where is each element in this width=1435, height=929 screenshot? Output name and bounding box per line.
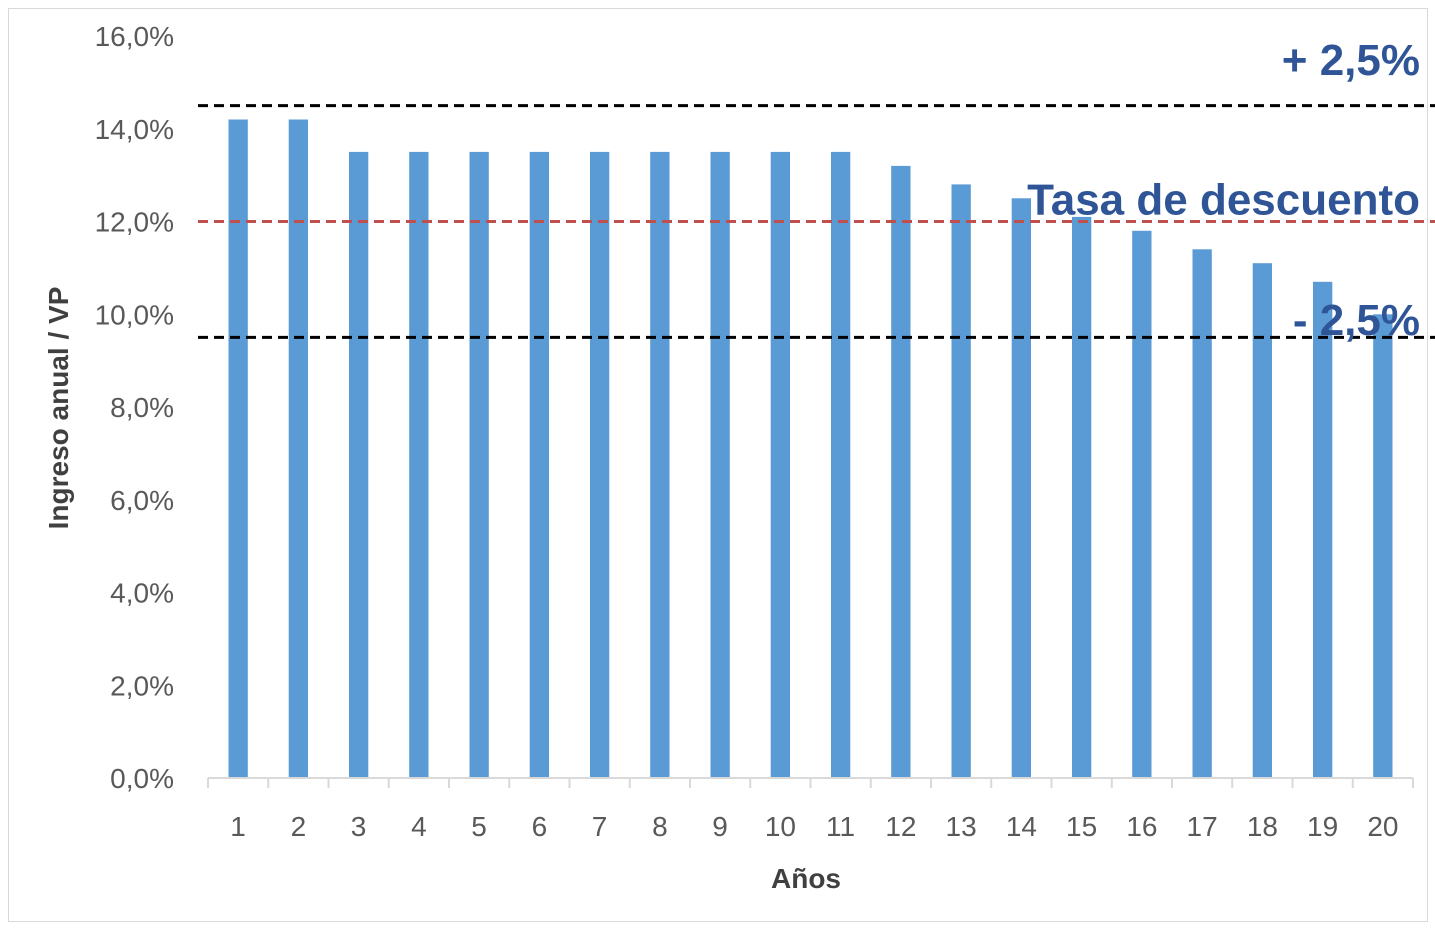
x-tick-label: 9 — [712, 811, 728, 842]
y-tick-label: 14,0% — [95, 114, 174, 145]
x-tick-label: 5 — [471, 811, 487, 842]
bar-17 — [1192, 249, 1212, 779]
bar-13 — [951, 184, 971, 778]
annotations: + 2,5% Tasa de descuento - 2,5% — [1027, 36, 1420, 345]
bar-9 — [710, 151, 730, 778]
annotation-3: - 2,5% — [1293, 296, 1420, 345]
x-tick-label: 10 — [765, 811, 796, 842]
x-tick-label: 13 — [946, 811, 977, 842]
y-tick-label: 12,0% — [95, 207, 174, 238]
y-tick-label: 6,0% — [110, 485, 174, 516]
axes — [207, 777, 1414, 788]
x-tick-label: 6 — [532, 811, 548, 842]
x-axis-title: Años — [771, 863, 841, 894]
y-tick-label: 2,0% — [110, 670, 174, 701]
bar-6 — [529, 151, 549, 778]
bar-15 — [1072, 216, 1092, 778]
bar-3 — [349, 151, 369, 778]
bar-2 — [288, 119, 308, 778]
bar-14 — [1011, 198, 1031, 779]
x-tick-label: 1 — [230, 811, 246, 842]
y-tick-labels: 0,0% 2,0% 4,0% 6,0% 8,0% 10,0% 12,0% 14,0% 16,0% — [95, 21, 174, 794]
bar-4 — [409, 151, 429, 778]
bar-7 — [590, 151, 610, 778]
bar-18 — [1252, 263, 1272, 778]
bar-8 — [650, 151, 670, 778]
bar-1 — [228, 119, 248, 778]
bar-19 — [1313, 281, 1333, 778]
y-tick-label: 10,0% — [95, 299, 174, 330]
x-tick-label: 14 — [1006, 811, 1037, 842]
y-tick-label: 16,0% — [95, 21, 174, 52]
bar-series — [228, 119, 1393, 779]
x-tick-label: 2 — [291, 811, 307, 842]
x-tick-label: 16 — [1126, 811, 1157, 842]
chart-frame — [8, 8, 1428, 922]
x-tick-label: 20 — [1367, 811, 1398, 842]
x-tick-label: 12 — [885, 811, 916, 842]
bar-5 — [469, 151, 489, 778]
y-tick-label: 8,0% — [110, 392, 174, 423]
x-tick-label: 17 — [1187, 811, 1218, 842]
bar-16 — [1132, 230, 1152, 779]
x-tick-labels: 1 2 3 4 5 6 7 8 9 10 11 12 13 14 15 16 17 18 19 20 — [230, 811, 1398, 842]
x-tick-label: 18 — [1247, 811, 1278, 842]
bar-20 — [1373, 314, 1393, 779]
bar-12 — [891, 165, 911, 778]
x-tick-label: 11 — [826, 811, 855, 842]
y-axis-title: Ingreso anual / VP — [43, 287, 74, 530]
y-tick-label: 4,0% — [110, 578, 174, 609]
bar-11 — [831, 151, 851, 778]
y-tick-label: 0,0% — [110, 763, 174, 794]
x-tick-label: 8 — [652, 811, 668, 842]
x-tick-label: 19 — [1307, 811, 1338, 842]
x-tick-label: 3 — [351, 811, 367, 842]
x-tick-label: 4 — [411, 811, 427, 842]
annotation-2: Tasa de descuento — [1027, 175, 1420, 224]
x-tick-label: 7 — [592, 811, 608, 842]
reference-lines — [198, 104, 1435, 339]
annotation-1: + 2,5% — [1282, 36, 1420, 85]
x-tick-label: 15 — [1066, 811, 1097, 842]
bar-10 — [770, 151, 790, 778]
